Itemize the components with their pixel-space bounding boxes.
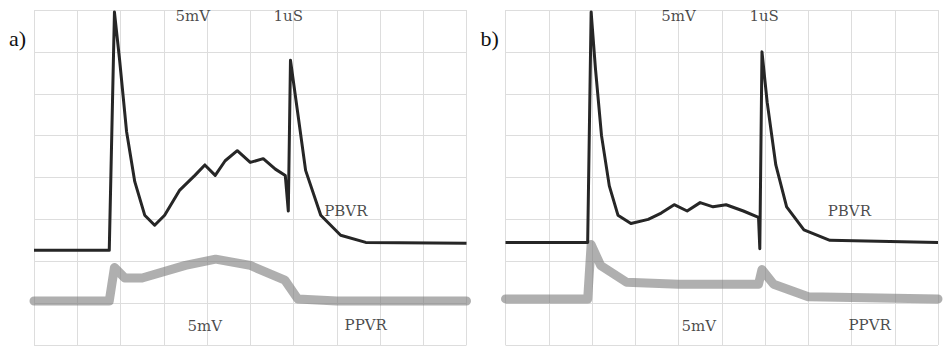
svg-text:5mV: 5mV (175, 7, 211, 25)
svg-text:5mV: 5mV (188, 317, 224, 335)
svg-text:PPVR: PPVR (849, 316, 892, 334)
svg-text:PPVR: PPVR (345, 316, 388, 334)
svg-text:5mV: 5mV (682, 317, 718, 335)
svg-text:1uS: 1uS (274, 7, 303, 25)
svg-text:PBVR: PBVR (324, 202, 368, 220)
svg-text:PBVR: PBVR (828, 202, 872, 220)
svg-text:1uS: 1uS (749, 7, 778, 25)
svg-text:b): b) (481, 26, 499, 51)
svg-text:5mV: 5mV (661, 7, 697, 25)
svg-text:a): a) (9, 26, 26, 51)
